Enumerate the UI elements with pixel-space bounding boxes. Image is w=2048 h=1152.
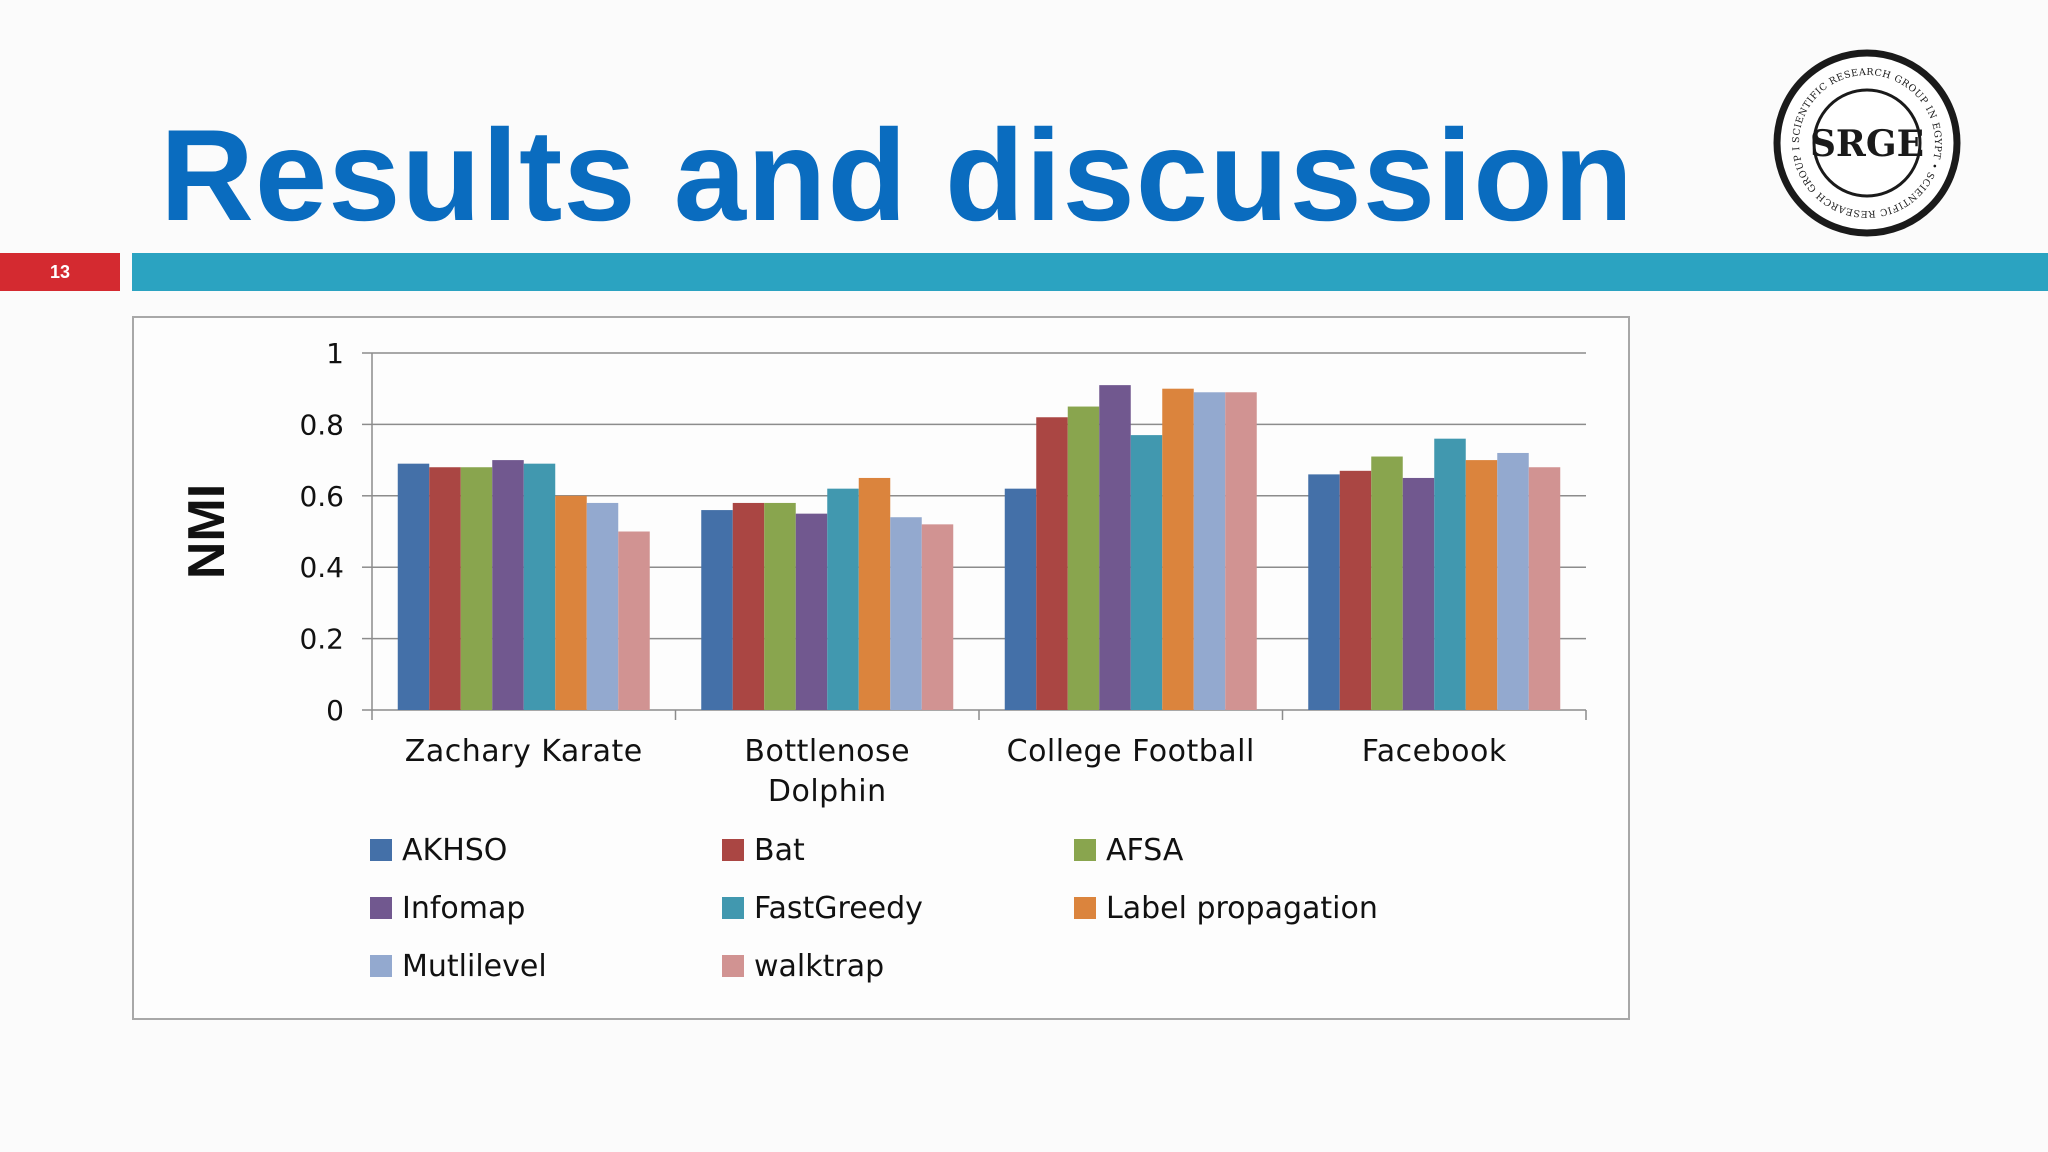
y-tick-label: 0.6 bbox=[299, 480, 344, 513]
legend-swatch bbox=[370, 839, 392, 861]
bar-bat bbox=[1339, 470, 1372, 710]
title-rule bbox=[132, 253, 2048, 291]
legend-label: AKHSO bbox=[402, 832, 508, 868]
legend-label: Bat bbox=[754, 832, 805, 868]
legend-item: AKHSO bbox=[370, 832, 722, 868]
bar-infomap bbox=[1099, 385, 1131, 710]
bar-fastgreedy bbox=[1434, 438, 1466, 710]
bar-mutlilevel bbox=[1497, 452, 1529, 710]
x-category-label: Facebook bbox=[1362, 734, 1507, 769]
bar-bat bbox=[732, 502, 765, 710]
y-tick-label: 0.8 bbox=[299, 408, 344, 441]
bar-fastgreedy bbox=[827, 488, 859, 710]
legend-swatch bbox=[722, 897, 744, 919]
legend-item: walktrap bbox=[722, 948, 1074, 984]
x-category-label: College Football bbox=[1007, 734, 1255, 769]
logo-text: SRGE bbox=[1810, 123, 1924, 165]
legend-item: AFSA bbox=[1074, 832, 1426, 868]
legend-swatch bbox=[1074, 839, 1096, 861]
legend-label: FastGreedy bbox=[754, 890, 923, 926]
bar-label-propagation bbox=[555, 495, 587, 710]
chart-legend: AKHSO Bat AFSA Infomap FastGreedy Label propa… bbox=[370, 832, 1550, 984]
legend-swatch bbox=[722, 955, 744, 977]
nmi-bar-chart: 0 0.2 0.4 0.6 0.8 1 NMI Zachary Karate Bottlenos… bbox=[178, 337, 1587, 809]
bar-mutlilevel bbox=[890, 517, 922, 710]
bar-infomap bbox=[492, 460, 524, 710]
legend-swatch bbox=[1074, 897, 1096, 919]
bar-afsa bbox=[764, 502, 796, 710]
bar-mutlilevel bbox=[1193, 392, 1226, 710]
bar-afsa bbox=[1067, 406, 1100, 710]
legend-label: Infomap bbox=[402, 890, 526, 926]
bar-label-propagation bbox=[1162, 388, 1194, 710]
legend-label: AFSA bbox=[1106, 832, 1184, 868]
bar-walktrap bbox=[1225, 392, 1257, 710]
bar-infomap bbox=[795, 513, 828, 710]
bar-label-propagation bbox=[1465, 460, 1498, 710]
chart-frame: 0 0.2 0.4 0.6 0.8 1 NMI Zachary Karate Bottlenos… bbox=[132, 316, 1630, 1020]
bar-infomap bbox=[1402, 477, 1435, 710]
legend-label: walktrap bbox=[754, 948, 885, 984]
y-tick-label: 0.4 bbox=[299, 551, 344, 584]
bar-afsa bbox=[1371, 456, 1403, 710]
bar-akhso bbox=[397, 463, 430, 710]
legend-swatch bbox=[370, 955, 392, 977]
legend-item: Infomap bbox=[370, 890, 722, 926]
legend-item: FastGreedy bbox=[722, 890, 1074, 926]
bar-akhso bbox=[701, 510, 733, 710]
legend-item: Label propagation bbox=[1074, 890, 1426, 926]
x-category-label: Dolphin bbox=[768, 774, 887, 809]
bar-bat bbox=[1036, 417, 1068, 710]
y-axis-title: NMI bbox=[178, 484, 236, 579]
legend-label: Label propagation bbox=[1106, 890, 1378, 926]
y-tick-label: 1 bbox=[326, 337, 344, 370]
bar-akhso bbox=[1004, 488, 1037, 710]
bar-bat bbox=[429, 467, 461, 710]
bar-mutlilevel bbox=[586, 502, 619, 710]
legend-label: Mutlilevel bbox=[402, 948, 547, 984]
x-category-label: Zachary Karate bbox=[405, 734, 643, 769]
bar-afsa bbox=[460, 467, 493, 710]
bar-walktrap bbox=[1528, 467, 1561, 710]
bar-fastgreedy bbox=[1130, 435, 1163, 710]
x-category-label: Bottlenose bbox=[744, 734, 910, 769]
y-tick-label: 0 bbox=[326, 694, 344, 727]
slide-title: Results and discussion bbox=[160, 102, 1635, 248]
bar-walktrap bbox=[618, 531, 650, 710]
legend-swatch bbox=[370, 897, 392, 919]
legend-item: Mutlilevel bbox=[370, 948, 722, 984]
legend-item: Bat bbox=[722, 832, 1074, 868]
bar-walktrap bbox=[921, 524, 954, 710]
page-number-badge: 13 bbox=[0, 253, 120, 291]
bar-akhso bbox=[1308, 474, 1340, 710]
bar-fastgreedy bbox=[523, 463, 556, 710]
srge-logo: SCIENTIFIC RESEARCH GROUP IN EGYPT • SCI… bbox=[1772, 48, 1961, 237]
y-tick-label: 0.2 bbox=[299, 623, 344, 656]
legend-swatch bbox=[722, 839, 744, 861]
bar-label-propagation bbox=[858, 477, 891, 710]
